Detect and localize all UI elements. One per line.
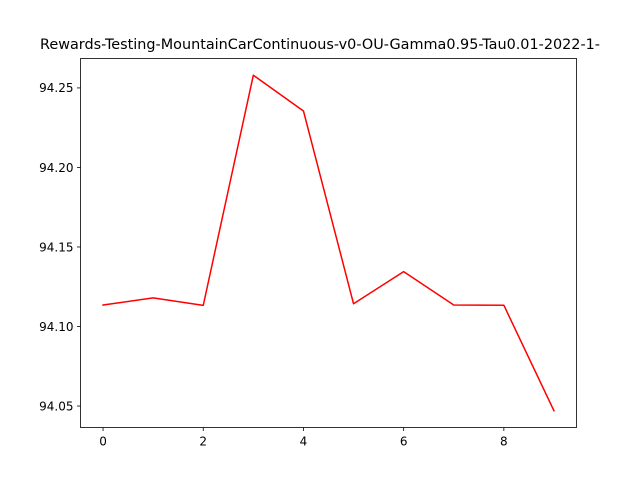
series-layer bbox=[102, 74, 555, 412]
series-line bbox=[102, 74, 555, 412]
y-tick-label: 94.20 bbox=[39, 161, 73, 175]
x-tick-label: 2 bbox=[199, 435, 207, 449]
chart-title: Rewards-Testing-MountainCarContinuous-v0… bbox=[40, 37, 600, 53]
y-tick-label: 94.10 bbox=[39, 320, 73, 334]
x-tick-label: 4 bbox=[300, 435, 308, 449]
y-tick-label: 94.05 bbox=[39, 399, 73, 413]
plot-area-frame bbox=[80, 58, 577, 428]
y-axis: 94.05 94.10 94.15 94.20 94.25 bbox=[39, 81, 81, 413]
x-tick-label: 6 bbox=[400, 435, 408, 449]
y-tick-label: 94.25 bbox=[39, 81, 73, 95]
x-tick-label: 0 bbox=[99, 435, 107, 449]
y-tick-label: 94.15 bbox=[39, 240, 73, 254]
x-axis: 0 2 4 6 8 bbox=[99, 427, 508, 449]
x-tick-label: 8 bbox=[500, 435, 508, 449]
